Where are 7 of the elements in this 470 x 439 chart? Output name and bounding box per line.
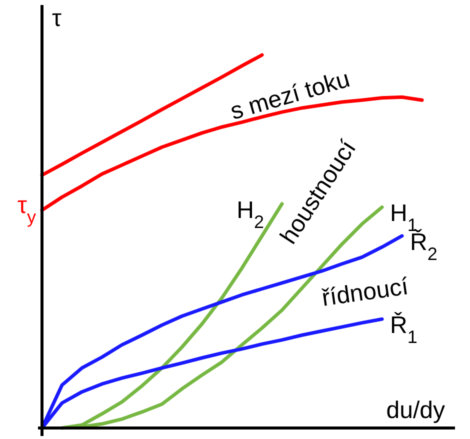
text: τ$_{y}$ bbox=[18, 192, 36, 227]
y-axis-title: τ bbox=[52, 5, 62, 32]
x-axis-title: du/dy bbox=[386, 397, 445, 424]
series-label: H$_{2}$ bbox=[236, 196, 264, 232]
annotation: s mezí toku bbox=[227, 66, 353, 126]
series-label: Ř$_{1}$ bbox=[390, 312, 418, 348]
annotation: řídnoucí bbox=[320, 273, 410, 312]
